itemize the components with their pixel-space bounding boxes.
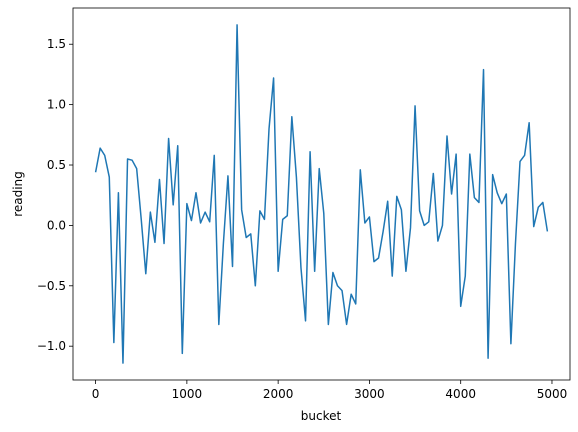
x-tick-label: 0 [92,387,100,401]
y-tick-label: −0.5 [37,279,66,293]
y-tick-label: 1.5 [47,37,66,51]
y-tick-label: −1.0 [37,339,66,353]
x-tick-label: 3000 [354,387,385,401]
x-tick-label: 1000 [172,387,203,401]
y-axis-label: reading [11,171,25,217]
y-tick-label: 1.0 [47,98,66,112]
x-tick-label: 2000 [263,387,294,401]
x-axis-label: bucket [301,409,342,423]
plot-frame [72,7,571,381]
x-tick-label: 4000 [445,387,476,401]
x-tick-label: 5000 [537,387,568,401]
y-tick-label: 0.0 [47,218,66,232]
y-tick-label: 0.5 [47,158,66,172]
data-line [94,24,549,364]
